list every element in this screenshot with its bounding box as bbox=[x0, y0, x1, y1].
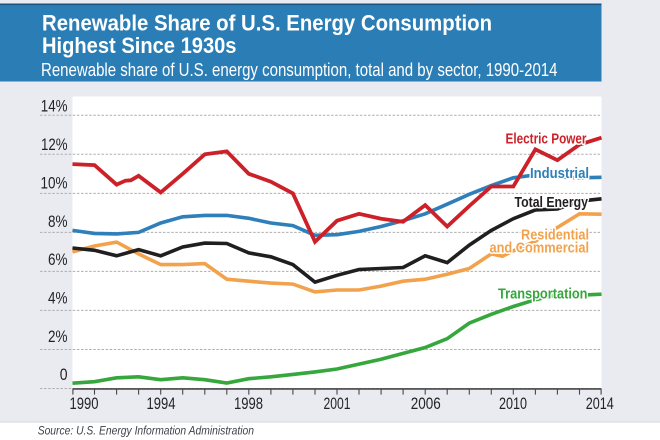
svg-text:Highest Since 1930s: Highest Since 1930s bbox=[42, 33, 237, 58]
svg-text:Renewable share of U.S. energy: Renewable share of U.S. energy consumpti… bbox=[41, 60, 558, 80]
svg-text:1998: 1998 bbox=[234, 394, 263, 413]
svg-text:Transportation: Transportation bbox=[498, 287, 588, 303]
svg-text:Electric Power: Electric Power bbox=[506, 131, 587, 147]
svg-text:1990: 1990 bbox=[70, 394, 99, 413]
svg-text:4%: 4% bbox=[48, 289, 68, 308]
svg-text:Residential: Residential bbox=[521, 228, 589, 244]
svg-text:12%: 12% bbox=[41, 135, 68, 154]
svg-text:Industrial: Industrial bbox=[530, 166, 589, 182]
svg-text:Source: U.S. Energy Informatio: Source: U.S. Energy Information Administ… bbox=[38, 426, 254, 438]
svg-text:and Commercial: and Commercial bbox=[490, 241, 590, 257]
svg-text:2%: 2% bbox=[48, 327, 68, 346]
svg-text:8%: 8% bbox=[48, 212, 68, 231]
svg-text:2010: 2010 bbox=[499, 394, 527, 413]
svg-text:2014: 2014 bbox=[586, 394, 614, 413]
svg-text:2006: 2006 bbox=[411, 394, 441, 413]
svg-text:1994: 1994 bbox=[147, 394, 176, 413]
svg-text:0: 0 bbox=[60, 365, 68, 384]
svg-text:Renewable Share of U.S. Energy: Renewable Share of U.S. Energy Consumpti… bbox=[42, 10, 492, 35]
svg-text:Total Energy: Total Energy bbox=[515, 195, 589, 211]
svg-text:14%: 14% bbox=[41, 97, 68, 116]
svg-text:6%: 6% bbox=[48, 250, 68, 269]
svg-text:10%: 10% bbox=[41, 173, 68, 192]
svg-text:2001: 2001 bbox=[324, 394, 351, 413]
